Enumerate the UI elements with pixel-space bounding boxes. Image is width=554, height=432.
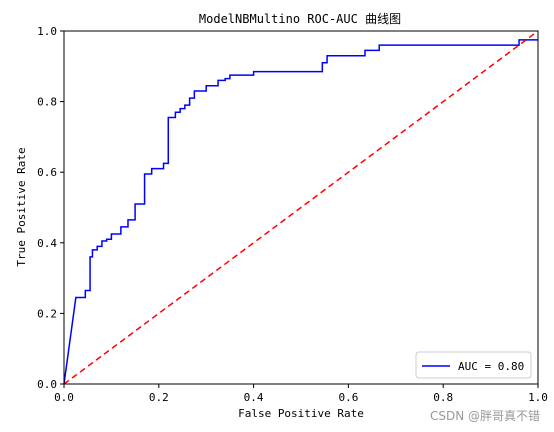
legend-label: AUC = 0.80: [458, 360, 524, 373]
x-tick-label: 0.0: [54, 391, 74, 404]
plot-lines: [63, 30, 539, 385]
watermark: CSDN @胖哥真不错: [429, 409, 540, 423]
legend-box: [415, 351, 532, 379]
legend: AUC = 0.80: [415, 351, 532, 379]
plot-frame: [63, 30, 539, 385]
x-tick-label: 0.4: [244, 391, 264, 404]
x-tick-label: 1.0: [528, 391, 548, 404]
y-tick-label: 0.4: [37, 237, 57, 250]
y-tick-label: 1.0: [37, 25, 57, 38]
x-axis-ticks: 0.0 0.2 0.4 0.6 0.8 1.0: [54, 384, 548, 404]
chart-title: ModelNBMultino ROC-AUC 曲线图: [199, 12, 401, 26]
y-axis-title: True Positive Rate: [15, 147, 28, 266]
y-tick-label: 0.2: [37, 307, 57, 320]
y-tick-label: 0.8: [37, 96, 57, 109]
x-tick-label: 0.8: [433, 391, 453, 404]
x-tick-label: 0.6: [338, 391, 358, 404]
y-tick-label: 0.0: [37, 378, 57, 391]
x-tick-label: 0.2: [149, 391, 169, 404]
y-tick-label: 0.6: [37, 166, 57, 179]
y-axis-ticks: 0.0 0.2 0.4 0.6 0.8 1.0: [37, 25, 64, 391]
roc-curve-line: [63, 39, 538, 385]
diagonal-reference-line: [63, 30, 539, 385]
x-axis-title: False Positive Rate: [238, 407, 364, 420]
